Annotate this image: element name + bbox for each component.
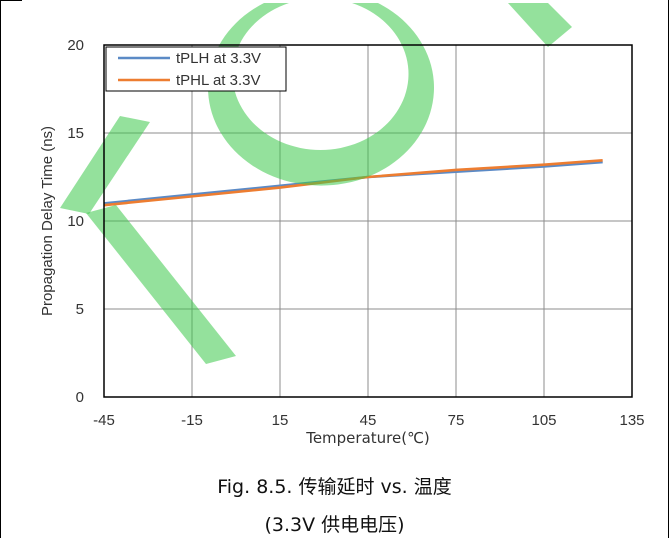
series-layer [103,158,603,207]
legend-label: tPHL at 3.3V [176,72,261,89]
axis-layer: -45 -15 15 45 75 105 135 0 5 10 15 20 Temperature(℃)… [39,37,645,447]
legend-box [105,46,287,92]
frame-left-border [0,0,1,538]
figure-caption-subtitle: (3.3V 供电电压) [264,514,405,536]
series-line-1 [103,158,603,207]
legend-label: tPLH at 3.3V [176,50,261,67]
x-tick-label: 135 [619,412,644,429]
watermark-stroke-lower [86,205,236,364]
plot-area-border [103,44,633,398]
y-tick-label: 20 [67,37,84,54]
y-tick-label: 5 [76,301,84,318]
x-tick-label: -45 [93,412,115,429]
watermark-logo [60,3,572,364]
y-tick-label: 15 [67,125,84,142]
x-tick-label: 45 [360,412,377,429]
x-tick-label: -15 [181,412,203,429]
watermark-stroke-upper [60,116,150,214]
x-tick-label: 15 [272,412,289,429]
watermark-corner-stroke [508,3,572,47]
y-tick-label: 10 [67,213,84,230]
frame-top-border [0,0,22,1]
grid-layer [103,44,633,398]
legend: tPLH at 3.3V tPHL at 3.3V [105,46,287,92]
x-tick-label: 75 [448,412,465,429]
watermark-ring [208,3,434,186]
y-tick-label: 0 [76,389,84,406]
x-axis-label: Temperature(℃) [305,429,430,447]
figure-caption-title: Fig. 8.5. 传输延时 vs. 温度 [217,476,452,498]
y-axis-label: Propagation Delay Time (ns) [39,126,56,316]
x-tick-label: 105 [531,412,556,429]
